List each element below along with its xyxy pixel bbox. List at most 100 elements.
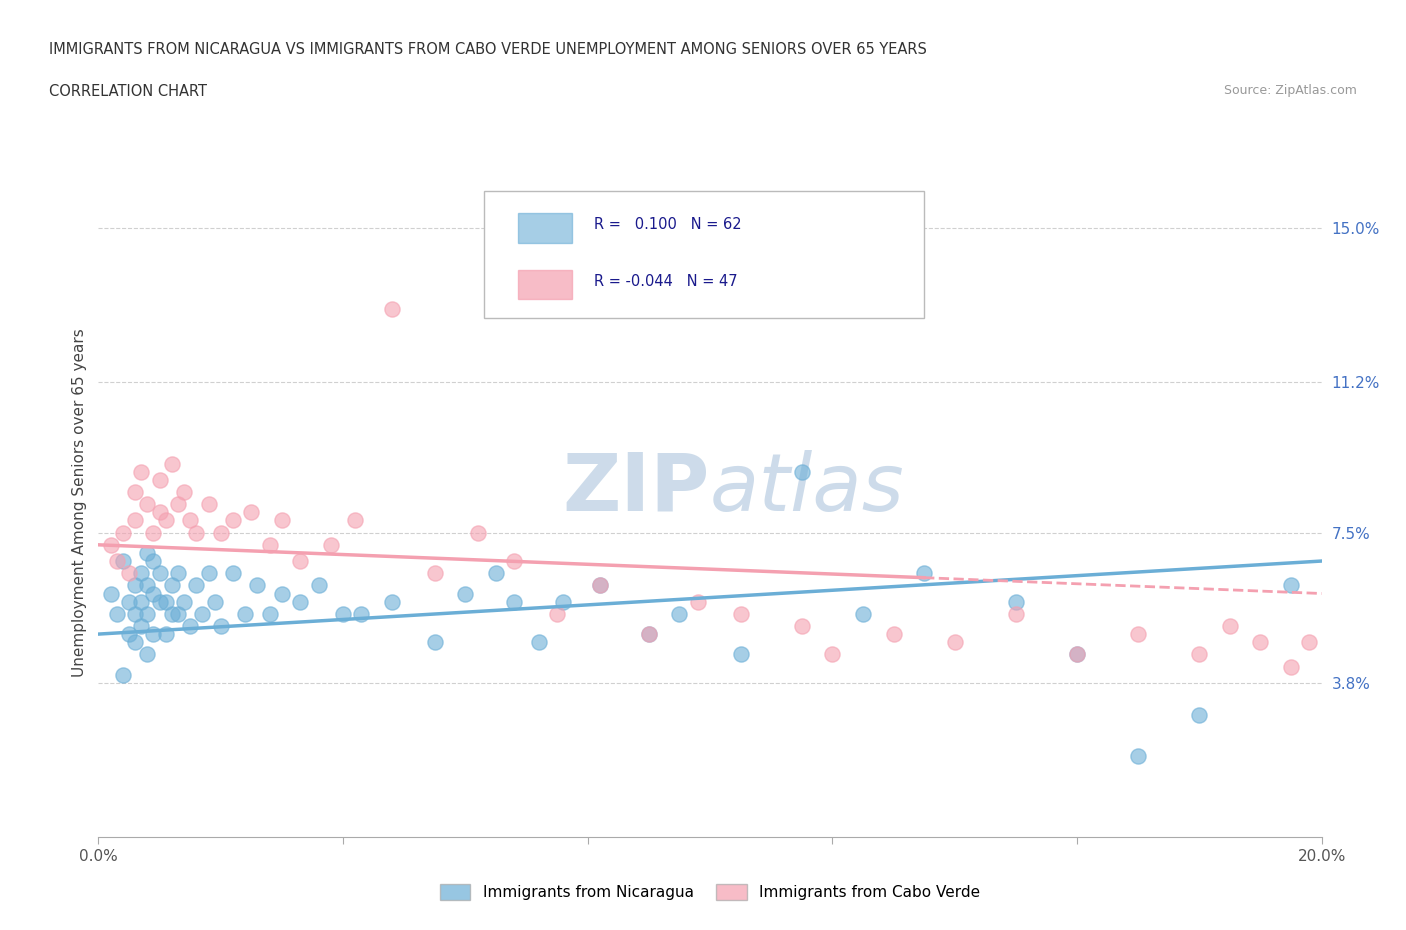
- FancyBboxPatch shape: [484, 191, 924, 318]
- Point: [136, 546, 159, 561]
- Point: [136, 606, 159, 621]
- Point: [270, 513, 292, 528]
- Point: [149, 594, 172, 609]
- Point: [259, 606, 281, 621]
- Text: atlas: atlas: [710, 450, 905, 528]
- Point: [129, 464, 152, 479]
- Point: [111, 667, 134, 682]
- Point: [129, 594, 152, 609]
- Point: [186, 578, 208, 592]
- Point: [149, 505, 172, 520]
- Point: [142, 586, 165, 601]
- Point: [381, 594, 404, 609]
- Point: [173, 485, 195, 499]
- Point: [209, 525, 232, 540]
- Point: [129, 618, 152, 633]
- Point: [943, 635, 966, 650]
- Point: [124, 578, 146, 592]
- Point: [197, 497, 219, 512]
- Point: [179, 513, 201, 528]
- Point: [790, 618, 813, 633]
- Point: [1004, 606, 1026, 621]
- Point: [100, 586, 122, 601]
- FancyBboxPatch shape: [517, 270, 572, 299]
- Point: [124, 606, 146, 621]
- Point: [319, 538, 342, 552]
- Point: [209, 618, 232, 633]
- Point: [100, 538, 122, 552]
- Point: [111, 525, 134, 540]
- Point: [668, 606, 690, 621]
- Point: [155, 594, 177, 609]
- Point: [118, 565, 141, 580]
- Point: [1128, 627, 1150, 642]
- Point: [503, 553, 526, 568]
- Point: [124, 485, 146, 499]
- Point: [546, 606, 568, 621]
- Point: [136, 578, 159, 592]
- Point: [1298, 635, 1320, 650]
- Point: [503, 594, 526, 609]
- Text: IMMIGRANTS FROM NICARAGUA VS IMMIGRANTS FROM CABO VERDE UNEMPLOYMENT AMONG SENIO: IMMIGRANTS FROM NICARAGUA VS IMMIGRANTS …: [49, 42, 927, 57]
- Point: [160, 578, 183, 592]
- Point: [129, 565, 152, 580]
- Point: [637, 627, 661, 642]
- Point: [167, 606, 190, 621]
- Point: [186, 525, 208, 540]
- Point: [290, 553, 312, 568]
- Point: [233, 606, 256, 621]
- Point: [381, 302, 404, 317]
- Point: [160, 457, 183, 472]
- Text: R = -0.044   N = 47: R = -0.044 N = 47: [593, 273, 738, 288]
- Point: [1249, 635, 1271, 650]
- Point: [1188, 647, 1211, 662]
- Point: [589, 578, 612, 592]
- Point: [467, 525, 489, 540]
- Legend: Immigrants from Nicaragua, Immigrants from Cabo Verde: Immigrants from Nicaragua, Immigrants fr…: [433, 878, 987, 907]
- Point: [142, 553, 165, 568]
- Point: [191, 606, 214, 621]
- Point: [821, 647, 844, 662]
- Point: [270, 586, 292, 601]
- Point: [111, 553, 134, 568]
- FancyBboxPatch shape: [517, 213, 572, 243]
- Point: [1066, 647, 1088, 662]
- Point: [290, 594, 312, 609]
- Point: [912, 565, 935, 580]
- Point: [1188, 708, 1211, 723]
- Point: [222, 513, 245, 528]
- Point: [1279, 659, 1302, 674]
- Point: [118, 594, 141, 609]
- Y-axis label: Unemployment Among Seniors over 65 years: Unemployment Among Seniors over 65 years: [72, 328, 87, 677]
- Point: [167, 565, 190, 580]
- Point: [883, 627, 905, 642]
- Point: [105, 553, 128, 568]
- Point: [222, 565, 245, 580]
- Point: [204, 594, 226, 609]
- Point: [637, 627, 661, 642]
- Point: [105, 606, 128, 621]
- Point: [1279, 578, 1302, 592]
- Point: [155, 627, 177, 642]
- Point: [1128, 749, 1150, 764]
- Point: [852, 606, 875, 621]
- Point: [350, 606, 373, 621]
- Point: [730, 647, 752, 662]
- Point: [179, 618, 201, 633]
- Point: [485, 565, 508, 580]
- Point: [246, 578, 269, 592]
- Point: [149, 565, 172, 580]
- Point: [1219, 618, 1241, 633]
- Point: [124, 513, 146, 528]
- Point: [553, 594, 575, 609]
- Text: ZIP: ZIP: [562, 450, 710, 528]
- Point: [118, 627, 141, 642]
- Text: CORRELATION CHART: CORRELATION CHART: [49, 84, 207, 99]
- Point: [344, 513, 367, 528]
- Point: [730, 606, 752, 621]
- Point: [423, 635, 446, 650]
- Point: [160, 606, 183, 621]
- Point: [454, 586, 477, 601]
- Text: Source: ZipAtlas.com: Source: ZipAtlas.com: [1223, 84, 1357, 97]
- Point: [527, 635, 550, 650]
